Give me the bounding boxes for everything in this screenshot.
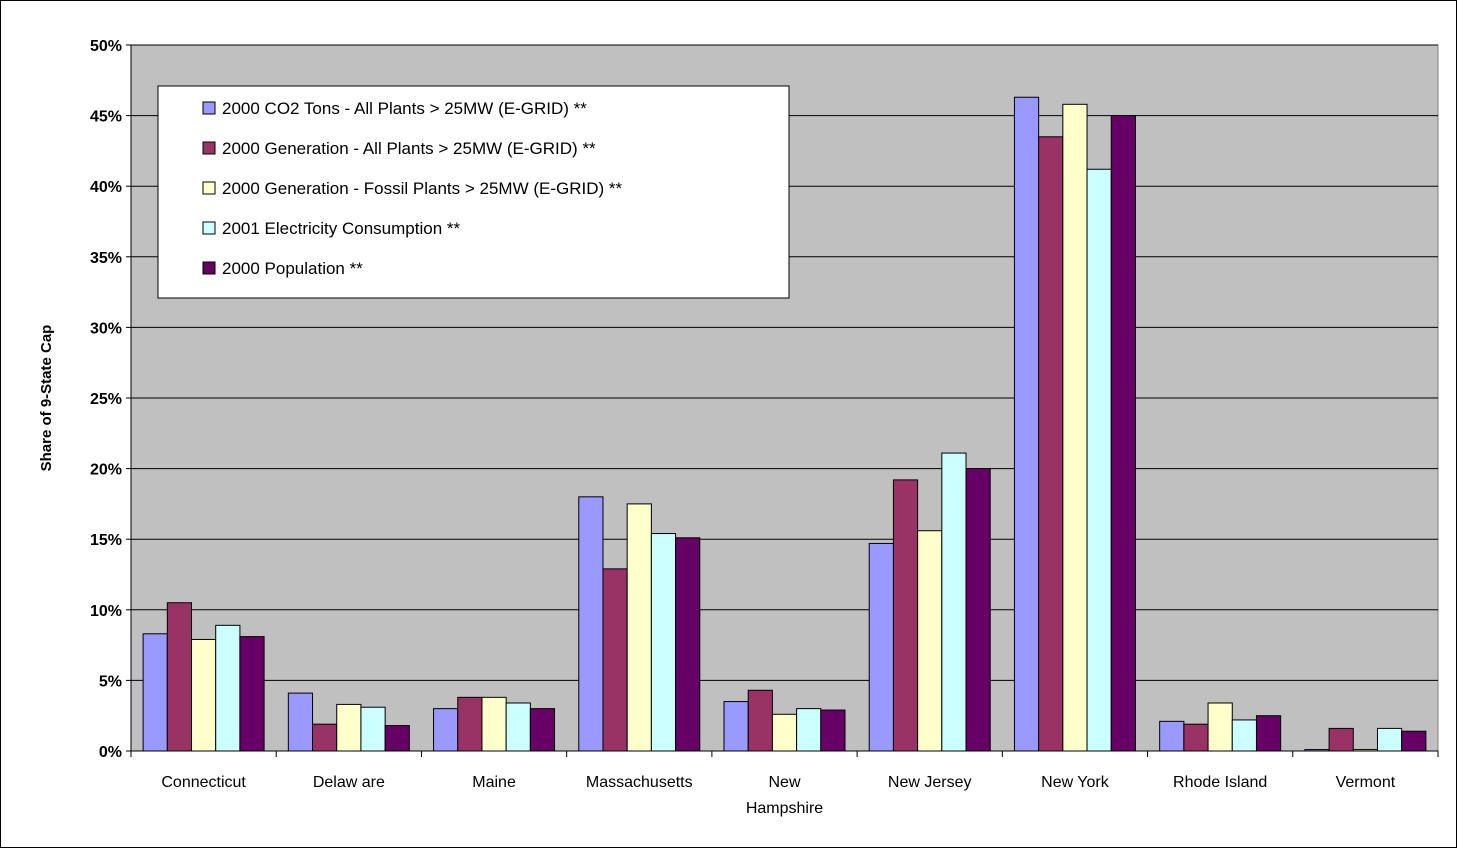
legend-label: 2000 Generation - Fossil Plants > 25MW (… xyxy=(222,179,622,198)
gridlines xyxy=(131,44,1438,681)
x-axis-ticks: Connecticut Delaw are Maine Massachusetts Ne… xyxy=(130,751,1439,817)
legend-label: 2001 Electricity Consumption ** xyxy=(222,219,461,238)
x-tick-label: New Hampshire xyxy=(746,774,823,817)
bar xyxy=(1013,96,1040,752)
y-tick-label: 15% xyxy=(90,532,122,549)
bar xyxy=(433,708,459,752)
x-tick-label: Massachusetts xyxy=(586,774,693,791)
y-tick-label: 40% xyxy=(90,179,122,196)
bar xyxy=(336,703,362,752)
bar xyxy=(626,503,652,752)
legend-swatch xyxy=(202,141,216,155)
bar xyxy=(287,692,314,752)
bar xyxy=(1110,115,1136,752)
legend-swatch xyxy=(202,181,216,195)
y-tick-label: 10% xyxy=(90,603,122,620)
bar xyxy=(675,537,701,752)
y-tick-label: 5% xyxy=(99,673,122,690)
bar xyxy=(1255,715,1282,752)
legend: 2000 CO2 Tons - All Plants > 25MW (E-GRI… xyxy=(157,85,790,299)
y-tick-label: 50% xyxy=(90,38,122,55)
y-axis-label: Share of 9-State Cap xyxy=(38,325,55,472)
bar xyxy=(312,723,338,752)
x-tick-label: Rhode Island xyxy=(1173,774,1267,791)
y-tick-label: 20% xyxy=(90,462,122,479)
bar xyxy=(602,568,628,752)
bar xyxy=(747,689,773,752)
bar xyxy=(529,708,556,752)
bar xyxy=(384,725,410,752)
bar xyxy=(868,542,894,752)
bar xyxy=(360,706,386,752)
bar xyxy=(917,530,943,752)
bar xyxy=(1062,103,1088,752)
bar xyxy=(723,701,749,752)
legend-swatch xyxy=(202,221,216,235)
bar xyxy=(191,638,217,752)
x-tick-label: New York xyxy=(1041,774,1110,791)
legend-swatch xyxy=(202,101,216,115)
legend-box xyxy=(157,85,790,299)
y-tick-label: 30% xyxy=(90,320,122,337)
bar xyxy=(215,624,241,752)
bar xyxy=(650,533,677,752)
bar xyxy=(505,702,531,752)
legend-label: 2000 Population ** xyxy=(222,259,363,278)
bar xyxy=(239,636,265,752)
x-tick-label: Delaw are xyxy=(313,774,385,791)
bar xyxy=(820,709,846,752)
x-tick-label: Maine xyxy=(472,774,516,791)
bar xyxy=(1401,730,1427,752)
bars xyxy=(142,96,1427,752)
bar xyxy=(481,696,507,752)
bar xyxy=(457,696,483,752)
bar xyxy=(1086,168,1112,752)
bar xyxy=(941,452,967,752)
bar xyxy=(1183,723,1209,752)
bar xyxy=(771,713,798,752)
bar xyxy=(166,602,193,752)
bar xyxy=(1376,727,1403,752)
y-tick-label: 25% xyxy=(90,391,122,408)
legend-label: 2000 Generation - All Plants > 25MW (E-G… xyxy=(222,139,596,158)
x-tick-label: New Jersey xyxy=(888,774,972,791)
bar xyxy=(142,633,168,752)
y-tick-label: 35% xyxy=(90,250,122,267)
y-axis-ticks: 0% 5% 10% 15% 20% 25% 30% 35% 40% 45% 50% xyxy=(90,38,131,761)
x-tick-label: Vermont xyxy=(1336,774,1396,791)
bar xyxy=(965,468,991,752)
x-tick-label: Connecticut xyxy=(161,774,246,791)
bar xyxy=(892,479,919,752)
bar xyxy=(578,496,604,752)
bar xyxy=(1038,136,1064,752)
legend-swatch xyxy=(202,261,216,275)
y-tick-label: 0% xyxy=(99,744,122,761)
bar xyxy=(796,708,822,752)
legend-label: 2000 CO2 Tons - All Plants > 25MW (E-GRI… xyxy=(222,99,587,118)
bar xyxy=(1328,727,1354,752)
bar xyxy=(1231,719,1257,752)
y-tick-label: 45% xyxy=(90,109,122,126)
bar xyxy=(1159,720,1185,752)
bar xyxy=(1207,702,1233,752)
